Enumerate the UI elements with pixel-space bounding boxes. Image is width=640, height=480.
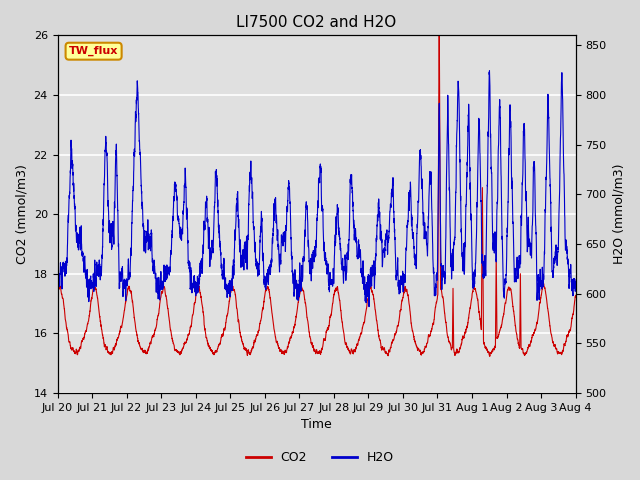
Title: LI7500 CO2 and H2O: LI7500 CO2 and H2O xyxy=(236,15,397,30)
X-axis label: Time: Time xyxy=(301,419,332,432)
Y-axis label: H2O (mmol/m3): H2O (mmol/m3) xyxy=(612,164,625,264)
Text: TW_flux: TW_flux xyxy=(69,46,118,56)
Legend: CO2, H2O: CO2, H2O xyxy=(241,446,399,469)
Y-axis label: CO2 (mmol/m3): CO2 (mmol/m3) xyxy=(15,164,28,264)
